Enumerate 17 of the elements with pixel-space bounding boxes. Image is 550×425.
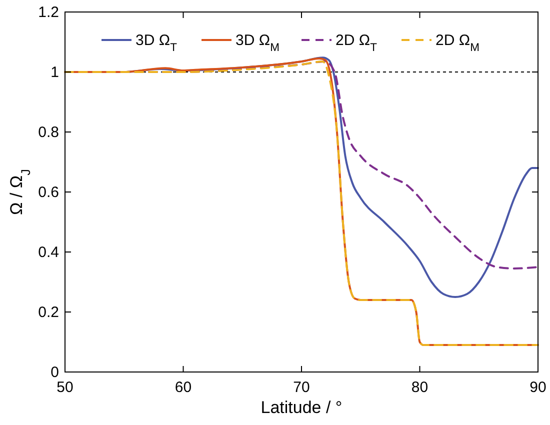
y-tick-label: 0 [50, 364, 59, 381]
y-tick-label: 0.8 [38, 124, 59, 141]
legend-label: 2D Ω$_{T}$ [336, 32, 378, 54]
x-axis-title: Latitude / ° [260, 398, 342, 417]
x-tick-label: 50 [56, 379, 74, 396]
y-tick-label: 1 [50, 64, 59, 81]
legend-label: 3D Ω$_{M}$ [236, 32, 280, 54]
x-tick-label: 60 [174, 379, 192, 396]
x-tick-label: 90 [530, 379, 546, 396]
y-tick-label: 0.2 [38, 304, 59, 321]
y-tick-label: 0.6 [38, 184, 59, 201]
legend-label: 3D Ω$_{T}$ [136, 32, 178, 54]
y-tick-label: 0.4 [38, 244, 59, 261]
x-tick-label: 70 [293, 379, 310, 396]
y-tick-label: 1.2 [38, 4, 59, 21]
legend-label: 2D Ω$_{M}$ [436, 32, 480, 54]
x-tick-label: 80 [411, 379, 428, 396]
